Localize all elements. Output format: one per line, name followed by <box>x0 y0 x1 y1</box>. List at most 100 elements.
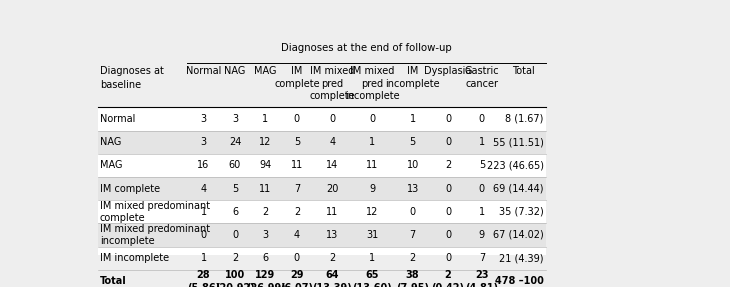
Text: 1: 1 <box>263 114 269 124</box>
Text: 7: 7 <box>293 184 300 193</box>
Text: IM mixed predominant
incomplete: IM mixed predominant incomplete <box>100 224 210 246</box>
Text: 6: 6 <box>263 253 269 263</box>
Text: IM
incomplete: IM incomplete <box>385 67 440 89</box>
Text: MAG: MAG <box>100 160 122 170</box>
Text: 35 (7.32): 35 (7.32) <box>499 207 544 217</box>
Text: 65
(13.60): 65 (13.60) <box>353 270 392 287</box>
Text: Gastric
cancer: Gastric cancer <box>464 67 499 89</box>
Text: 11: 11 <box>291 160 303 170</box>
Text: 0: 0 <box>369 114 375 124</box>
Text: IM mixed
pred
incomplete: IM mixed pred incomplete <box>345 67 400 101</box>
Text: 3: 3 <box>232 114 238 124</box>
Text: 67 (14.02): 67 (14.02) <box>493 230 544 240</box>
Text: 7: 7 <box>479 253 485 263</box>
Text: 4: 4 <box>294 230 300 240</box>
Text: 3: 3 <box>201 114 207 124</box>
Text: Total: Total <box>512 67 534 76</box>
Text: 10: 10 <box>407 160 419 170</box>
Text: 5: 5 <box>232 184 238 193</box>
Text: 28
(5.86): 28 (5.86) <box>187 270 220 287</box>
Text: 5: 5 <box>293 137 300 147</box>
Text: 69 (14.44): 69 (14.44) <box>493 184 544 193</box>
Text: 223 (46.65): 223 (46.65) <box>487 160 544 170</box>
Text: 0: 0 <box>294 253 300 263</box>
Text: 94: 94 <box>259 160 272 170</box>
Text: 2: 2 <box>232 253 238 263</box>
Text: 1: 1 <box>201 207 207 217</box>
Text: 14: 14 <box>326 160 339 170</box>
Text: 29
(6.07): 29 (6.07) <box>280 270 313 287</box>
Text: 13: 13 <box>326 230 339 240</box>
Text: 100
(20.92): 100 (20.92) <box>215 270 255 287</box>
Text: Total: Total <box>100 276 126 286</box>
Text: 0: 0 <box>479 114 485 124</box>
Text: 5: 5 <box>410 137 415 147</box>
Text: 0: 0 <box>445 184 451 193</box>
Text: MAG: MAG <box>254 67 277 76</box>
Text: 0: 0 <box>445 137 451 147</box>
Text: Normal: Normal <box>186 67 221 76</box>
Text: IM complete: IM complete <box>100 184 160 193</box>
Text: IM incomplete: IM incomplete <box>100 253 169 263</box>
Text: IM mixed
pred
complete: IM mixed pred complete <box>310 67 355 101</box>
Text: 1: 1 <box>479 207 485 217</box>
Bar <box>98 107 546 131</box>
Text: 4: 4 <box>201 184 207 193</box>
Text: 12: 12 <box>259 137 272 147</box>
Text: 2: 2 <box>293 207 300 217</box>
Text: 64
(13.39): 64 (13.39) <box>312 270 352 287</box>
Text: 23
(4.81): 23 (4.81) <box>465 270 499 287</box>
Text: IM mixed predominant
complete: IM mixed predominant complete <box>100 201 210 223</box>
Text: 0: 0 <box>445 253 451 263</box>
Text: 7: 7 <box>410 230 415 240</box>
Bar <box>98 154 546 177</box>
Bar <box>98 131 546 154</box>
Text: NAG: NAG <box>100 137 121 147</box>
Text: 11: 11 <box>326 207 339 217</box>
Text: 21 (4.39): 21 (4.39) <box>499 253 544 263</box>
Text: 1: 1 <box>369 253 375 263</box>
Text: 3: 3 <box>201 137 207 147</box>
Text: 31: 31 <box>366 230 379 240</box>
Text: 16: 16 <box>197 160 210 170</box>
Bar <box>98 247 546 270</box>
Text: 1: 1 <box>410 114 415 124</box>
Text: Diagnoses at the end of follow-up: Diagnoses at the end of follow-up <box>281 43 452 53</box>
Text: 8 (1.67): 8 (1.67) <box>505 114 544 124</box>
Text: 11: 11 <box>366 160 379 170</box>
Text: 9: 9 <box>479 230 485 240</box>
Text: 0: 0 <box>232 230 238 240</box>
Text: 55 (11.51): 55 (11.51) <box>493 137 544 147</box>
Text: IM
complete: IM complete <box>274 67 320 89</box>
Text: 2: 2 <box>262 207 269 217</box>
Text: 2: 2 <box>329 253 335 263</box>
Text: Dysplasia: Dysplasia <box>424 67 472 76</box>
Text: 1: 1 <box>201 253 207 263</box>
Text: 6: 6 <box>232 207 238 217</box>
Text: 4: 4 <box>329 137 335 147</box>
Bar <box>98 223 546 247</box>
Bar <box>98 200 546 223</box>
Text: 9: 9 <box>369 184 375 193</box>
Text: 1: 1 <box>369 137 375 147</box>
Text: 2
(0.42): 2 (0.42) <box>431 270 464 287</box>
Text: 2: 2 <box>445 160 451 170</box>
Text: 0: 0 <box>445 207 451 217</box>
Text: 129
(26.99): 129 (26.99) <box>245 270 285 287</box>
Text: Normal: Normal <box>100 114 135 124</box>
Text: Diagnoses at
baseline: Diagnoses at baseline <box>100 67 164 90</box>
Text: 13: 13 <box>407 184 419 193</box>
Text: 60: 60 <box>228 160 241 170</box>
Text: 0: 0 <box>479 184 485 193</box>
Text: 24: 24 <box>228 137 241 147</box>
Text: 0: 0 <box>329 114 335 124</box>
Text: 20: 20 <box>326 184 339 193</box>
Text: 0: 0 <box>410 207 415 217</box>
Text: 1: 1 <box>479 137 485 147</box>
Text: 0: 0 <box>201 230 207 240</box>
Text: 3: 3 <box>263 230 269 240</box>
Text: 5: 5 <box>479 160 485 170</box>
Bar <box>98 177 546 200</box>
Text: NAG: NAG <box>224 67 245 76</box>
Bar <box>98 270 546 287</box>
